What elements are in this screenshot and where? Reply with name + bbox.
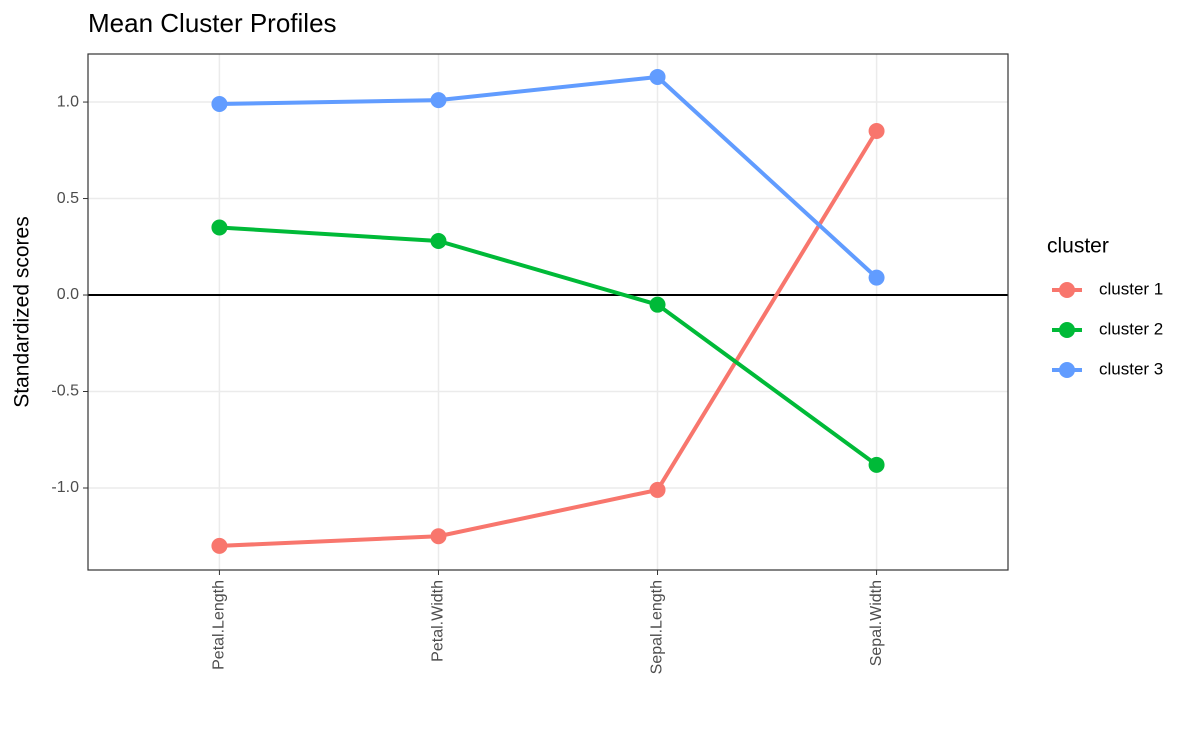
legend-key-point — [1059, 322, 1075, 338]
x-tick-label: Petal.Width — [430, 580, 447, 662]
point — [868, 269, 885, 286]
legend-label: cluster 1 — [1099, 279, 1163, 298]
y-tick-label: 0.5 — [57, 190, 79, 207]
x-tick-label: Sepal.Width — [868, 580, 885, 666]
point — [430, 232, 447, 249]
point — [211, 219, 228, 236]
series-line — [219, 74, 878, 280]
point — [868, 122, 885, 139]
point — [430, 92, 447, 109]
legend-title: cluster — [1047, 235, 1109, 258]
x-tick-label: Sepal.Length — [649, 580, 666, 674]
plot-border — [87, 53, 1009, 571]
legend-label: cluster 3 — [1099, 359, 1163, 378]
point — [649, 481, 666, 498]
point — [868, 456, 885, 473]
series-line — [219, 225, 878, 467]
series-line — [219, 129, 879, 548]
x-tick-label: Petal.Length — [211, 580, 228, 670]
legend-label: cluster 2 — [1099, 319, 1163, 338]
point — [430, 528, 447, 545]
y-tick-label: -1.0 — [51, 479, 79, 496]
point — [649, 296, 666, 313]
legend-key-point — [1059, 362, 1075, 378]
point — [211, 95, 228, 112]
legend-key-point — [1059, 282, 1075, 298]
y-tick-label: -0.5 — [51, 383, 79, 400]
point — [649, 68, 666, 85]
y-tick-label: 1.0 — [57, 93, 79, 110]
point — [211, 537, 228, 554]
y-axis-label: Standardized scores — [11, 216, 34, 407]
plot-background — [88, 54, 1008, 570]
chart-title: Mean Cluster Profiles — [88, 8, 337, 38]
y-tick-label: 0.0 — [57, 286, 79, 303]
